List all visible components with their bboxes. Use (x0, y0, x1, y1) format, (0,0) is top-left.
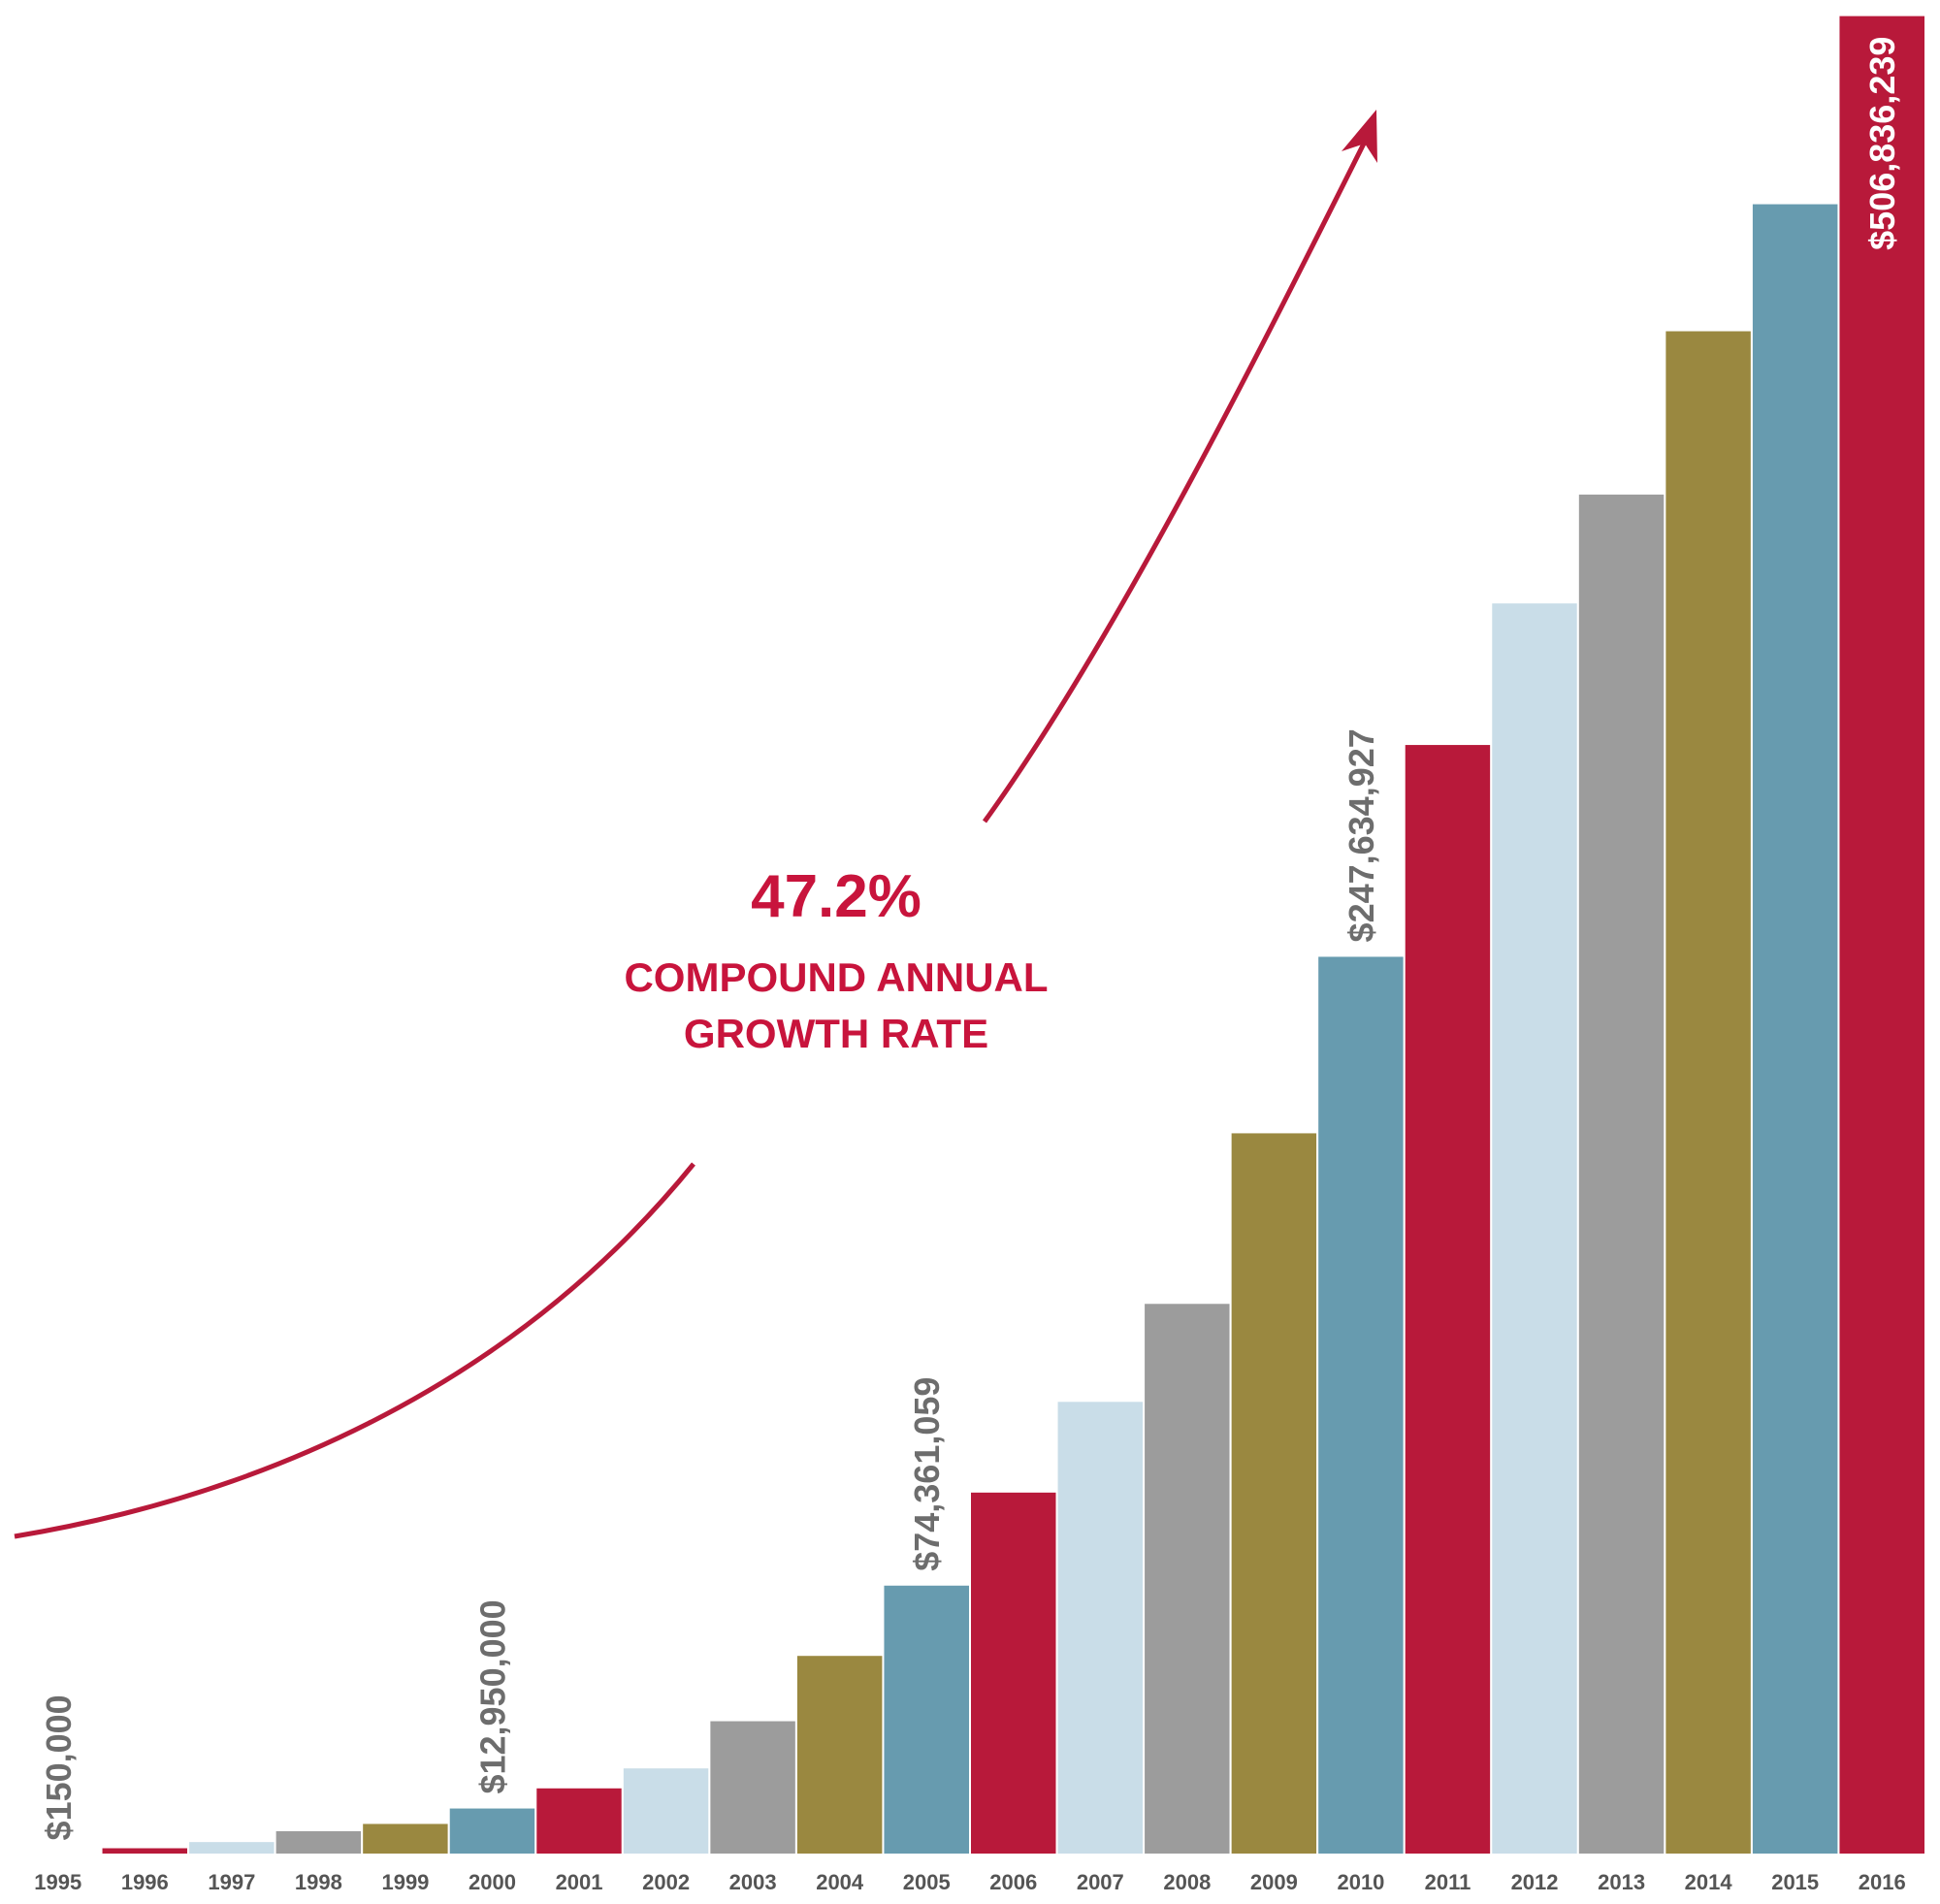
x-tick-label: 2010 (1337, 1870, 1384, 1894)
value-label: $74,361,059 (907, 1377, 947, 1571)
x-tick-label: 2002 (642, 1870, 690, 1894)
x-tick-label: 2008 (1163, 1870, 1211, 1894)
x-tick-label: 1998 (295, 1870, 342, 1894)
x-tick-label: 2004 (816, 1870, 864, 1894)
x-tick-label: 2001 (556, 1870, 603, 1894)
bar (534, 1786, 624, 1856)
bar (274, 1828, 364, 1856)
x-tick-label: 1996 (121, 1870, 169, 1894)
annotation-headline: 47.2% (751, 863, 922, 930)
annotation-line: COMPOUND ANNUAL (624, 954, 1048, 1000)
value-label: $12,950,000 (473, 1599, 513, 1793)
x-tick-label: 2005 (903, 1870, 951, 1894)
value-label: $150,000 (39, 1694, 79, 1840)
bar (187, 1840, 276, 1856)
bar (1490, 601, 1579, 1856)
bar (1143, 1302, 1232, 1856)
x-tick-label: 2013 (1598, 1870, 1645, 1894)
bar (1664, 329, 1753, 1856)
x-tick-label: 2006 (989, 1870, 1037, 1894)
bar (794, 1654, 885, 1856)
bar (1229, 1131, 1319, 1856)
arrow-curve (14, 1162, 695, 1539)
x-tick-label: 2007 (1077, 1870, 1124, 1894)
x-tick-label: 2009 (1250, 1870, 1298, 1894)
x-tick-label: 2012 (1511, 1870, 1559, 1894)
x-tick-label: 1999 (381, 1870, 429, 1894)
bar (1837, 14, 1927, 1856)
growth-arrow (14, 110, 1377, 1539)
value-label: $247,634,927 (1342, 728, 1381, 942)
bar (882, 1583, 971, 1856)
arrow-curve (982, 134, 1371, 823)
bar (1055, 1400, 1146, 1856)
x-tick-label: 1995 (34, 1870, 81, 1894)
bar (708, 1719, 797, 1856)
bar (447, 1806, 537, 1856)
x-tick-label: 2003 (729, 1870, 777, 1894)
bar (969, 1490, 1058, 1856)
x-tick-label: 1997 (208, 1870, 255, 1894)
value-label: $506,836,239 (1862, 37, 1902, 250)
x-tick-label: 2014 (1685, 1870, 1733, 1894)
bar (1316, 954, 1406, 1856)
x-tick-label: 2011 (1425, 1870, 1471, 1894)
bar (361, 1822, 450, 1856)
x-tick-label: 2016 (1859, 1870, 1906, 1894)
bar (1576, 492, 1666, 1856)
x-tick-label: 2000 (469, 1870, 516, 1894)
bar (1403, 743, 1493, 1856)
bar (1750, 202, 1840, 1856)
annotation-line: GROWTH RATE (684, 1011, 988, 1056)
bar (100, 1846, 190, 1856)
arrow-head (1342, 110, 1377, 163)
bar (621, 1766, 711, 1856)
x-tick-label: 2015 (1771, 1870, 1819, 1894)
bar (14, 1853, 103, 1856)
